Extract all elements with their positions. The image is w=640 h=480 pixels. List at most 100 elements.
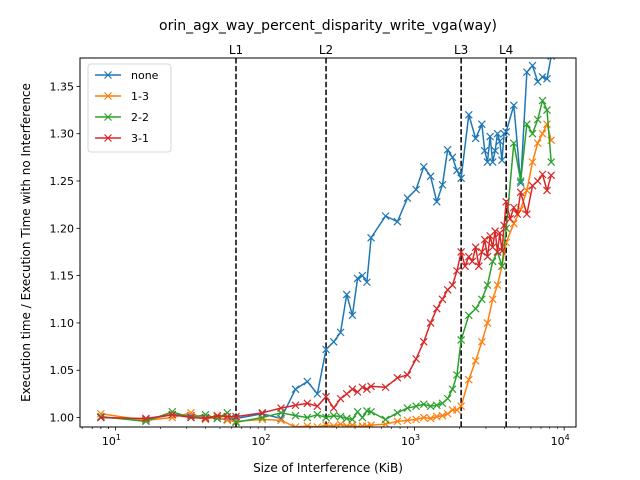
data-point [448, 281, 457, 290]
data-point [493, 129, 502, 138]
data-point [419, 162, 428, 171]
data-point [453, 166, 461, 175]
data-point [419, 400, 428, 409]
data-point [448, 153, 457, 162]
data-point [486, 132, 495, 141]
data-point [342, 422, 351, 427]
reference-line-label: L4 [499, 43, 513, 57]
data-point [303, 413, 312, 422]
legend-label: none [131, 69, 159, 82]
data-point [367, 382, 376, 391]
data-point [538, 129, 547, 138]
data-point [471, 356, 480, 365]
data-point [461, 262, 470, 271]
y-tick-label: 1.10 [50, 317, 75, 330]
data-point [213, 411, 222, 420]
y-tick-label: 1.05 [50, 364, 75, 377]
data-point [96, 412, 105, 421]
data-point [502, 127, 511, 136]
data-point [381, 383, 390, 392]
data-point [547, 158, 556, 167]
data-point [464, 110, 473, 119]
data-point [483, 281, 492, 290]
data-point [516, 188, 525, 197]
data-point [403, 404, 412, 413]
data-point [336, 328, 345, 337]
data-point [358, 271, 367, 280]
data-point [329, 337, 338, 346]
data-point [538, 72, 547, 81]
data-point [141, 414, 150, 423]
data-point [313, 423, 322, 427]
legend: none 1-3 2-2 3-1 [87, 63, 172, 153]
data-point [438, 295, 447, 304]
data-point [432, 401, 441, 410]
data-point [291, 401, 300, 410]
data-point [342, 389, 351, 398]
y-tick-label: 1.30 [50, 128, 75, 141]
legend-item: none [95, 69, 159, 82]
data-point [348, 421, 357, 427]
legend-marker [104, 134, 112, 142]
data-point [448, 385, 457, 394]
data-point [443, 394, 452, 403]
data-point [412, 402, 421, 411]
series-line [100, 123, 552, 427]
data-point [516, 178, 525, 187]
x-tick-label: 103 [401, 433, 420, 448]
data-point [443, 409, 452, 418]
data-point [329, 404, 338, 413]
data-point [303, 399, 312, 408]
reference-line-label: L1 [229, 43, 243, 57]
data-point [348, 385, 357, 394]
data-point [509, 101, 518, 110]
x-tick-label: 102 [251, 433, 270, 448]
data-point [403, 194, 412, 202]
data-point [393, 217, 402, 226]
data-point [464, 252, 473, 261]
data-point [543, 186, 551, 195]
data-point [232, 412, 240, 421]
data-point [483, 252, 492, 261]
x-axis-label: Size of Interference (KiB) [253, 461, 403, 475]
chart-title: orin_agx_way_percent_disparity_write_vga… [159, 18, 497, 34]
data-point [426, 402, 435, 411]
data-point [432, 304, 441, 313]
data-point [438, 411, 447, 420]
data-point [353, 407, 362, 416]
legend-item: 1-3 [95, 90, 149, 103]
data-point [393, 408, 402, 417]
data-point [457, 336, 466, 344]
x-tick-label: 101 [102, 433, 121, 448]
data-point [498, 156, 506, 165]
data-point [322, 413, 330, 422]
data-point [419, 337, 428, 346]
data-point [488, 158, 497, 167]
series-3-1 [96, 170, 556, 423]
data-point [495, 137, 504, 146]
y-tick-label: 1.15 [50, 270, 75, 283]
legend-item: 2-2 [95, 111, 149, 124]
reference-line-label: L3 [454, 43, 468, 57]
data-point [367, 421, 376, 427]
x-axis: 101 102 103 104 [81, 427, 570, 448]
data-point [509, 139, 518, 148]
data-point [538, 96, 547, 105]
data-point [483, 318, 492, 327]
data-point [513, 210, 522, 219]
data-point [453, 266, 461, 275]
legend-label: 1-3 [131, 90, 149, 103]
data-point [168, 407, 177, 416]
data-point [543, 120, 551, 129]
data-point [336, 412, 345, 421]
data-point [362, 385, 371, 394]
data-point [329, 411, 338, 420]
data-point [471, 304, 480, 313]
data-point [538, 170, 547, 179]
y-axis: 1.00 1.05 1.10 1.15 1.20 1.25 1.30 1.35 [50, 80, 80, 425]
legend-item: 3-1 [95, 132, 149, 145]
data-point [528, 129, 537, 138]
data-point [201, 410, 210, 419]
data-point [464, 311, 473, 320]
data-point [329, 422, 338, 427]
